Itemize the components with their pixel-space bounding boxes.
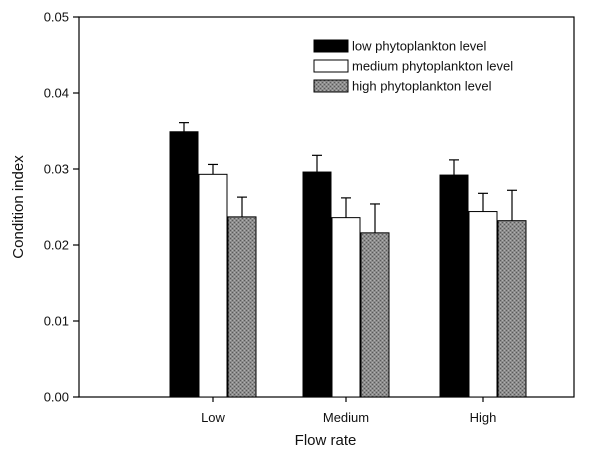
bar xyxy=(468,211,498,398)
x-tick-label: Medium xyxy=(323,410,369,425)
bar xyxy=(302,171,332,398)
legend-swatch xyxy=(313,79,349,93)
bar xyxy=(169,131,199,398)
y-tick-label: 0.05 xyxy=(44,10,69,25)
legend-label: low phytoplankton level xyxy=(352,39,487,54)
bar xyxy=(360,232,390,398)
bar xyxy=(198,173,228,398)
legend-label: medium phytoplankton level xyxy=(352,59,513,74)
y-tick-label: 0.01 xyxy=(44,314,69,329)
bar xyxy=(439,174,469,398)
plot-area: 0.00 0.01 0.02 0.03 0.04 0.05 Low Medium High Flo… xyxy=(10,10,575,449)
bar xyxy=(331,217,361,398)
y-tick-label: 0.02 xyxy=(44,238,69,253)
bar xyxy=(497,220,527,398)
y-tick-label: 0.00 xyxy=(44,390,69,405)
x-tick-label: High xyxy=(470,410,497,425)
y-axis-title: Condition index xyxy=(10,155,27,259)
bar xyxy=(227,216,257,398)
x-axis-title: Flow rate xyxy=(295,432,357,449)
legend-swatch xyxy=(313,39,349,53)
legend-swatch xyxy=(313,59,349,73)
legend-label: high phytoplankton level xyxy=(352,79,492,94)
y-tick-label: 0.03 xyxy=(44,162,69,177)
x-tick-label: Low xyxy=(201,410,225,425)
y-tick-label: 0.04 xyxy=(44,86,69,101)
